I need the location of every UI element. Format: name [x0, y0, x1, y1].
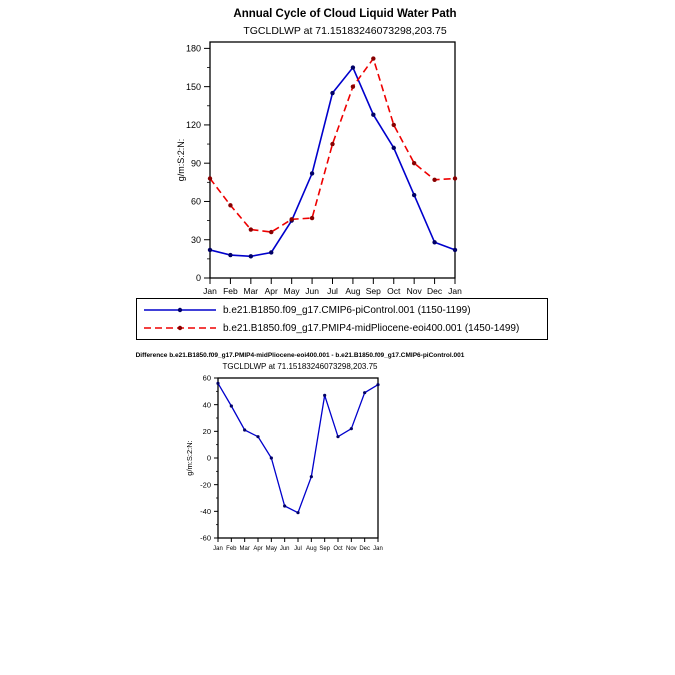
svg-text:May: May — [284, 286, 301, 296]
svg-text:Nov: Nov — [407, 286, 423, 296]
svg-text:Jan: Jan — [373, 546, 383, 552]
svg-text:120: 120 — [186, 120, 201, 130]
midpliocene-line-sample-icon — [144, 325, 216, 331]
svg-text:Jan: Jan — [448, 286, 462, 296]
svg-text:Jun: Jun — [280, 546, 290, 552]
svg-text:150: 150 — [186, 82, 201, 92]
svg-text:g/m:S:2:N:: g/m:S:2:N: — [185, 440, 194, 475]
svg-text:Sep: Sep — [366, 286, 381, 296]
legend-row-picontrol: b.e21.B1850.f09_g17.CMIP6-piControl.001 … — [141, 301, 543, 319]
svg-text:g/m:S:2:N:: g/m:S:2:N: — [176, 139, 186, 182]
svg-text:May: May — [266, 546, 277, 552]
svg-text:Jun: Jun — [305, 286, 319, 296]
svg-text:Apr: Apr — [253, 546, 262, 552]
svg-text:Mar: Mar — [239, 546, 249, 552]
svg-text:0: 0 — [207, 454, 211, 463]
picontrol-line-sample-icon — [144, 307, 216, 313]
svg-text:-20: -20 — [200, 480, 211, 489]
svg-text:20: 20 — [203, 427, 211, 436]
svg-text:Feb: Feb — [223, 286, 238, 296]
svg-text:Oct: Oct — [387, 286, 401, 296]
svg-text:Jan: Jan — [213, 546, 223, 552]
svg-text:180: 180 — [186, 44, 201, 54]
legend-row-midpliocene: b.e21.B1850.f09_g17.PMIP4-midPliocene-eo… — [141, 319, 543, 337]
legend: b.e21.B1850.f09_g17.CMIP6-piControl.001 … — [136, 298, 548, 340]
svg-text:Oct: Oct — [333, 546, 343, 552]
difference-title: Difference b.e21.B1850.f09_g17.PMIP4-mid… — [135, 352, 465, 359]
svg-text:Jul: Jul — [327, 286, 338, 296]
svg-text:90: 90 — [191, 158, 201, 168]
difference-subtitle: TGCLDLWP at 71.15183246073298,203.75 — [222, 362, 378, 371]
svg-text:60: 60 — [191, 197, 201, 207]
legend-label-midpliocene: b.e21.B1850.f09_g17.PMIP4-midPliocene-eo… — [223, 322, 520, 334]
svg-text:0: 0 — [196, 273, 201, 283]
legend-label-picontrol: b.e21.B1850.f09_g17.CMIP6-piControl.001 … — [223, 304, 471, 316]
svg-text:30: 30 — [191, 235, 201, 245]
svg-text:Feb: Feb — [226, 546, 237, 552]
svg-text:Jan: Jan — [203, 286, 217, 296]
svg-text:Aug: Aug — [306, 546, 317, 552]
svg-text:Dec: Dec — [359, 546, 370, 552]
svg-text:Apr: Apr — [265, 286, 278, 296]
svg-text:-60: -60 — [200, 534, 211, 543]
svg-text:Mar: Mar — [244, 286, 259, 296]
svg-text:40: 40 — [203, 400, 211, 409]
svg-text:-40: -40 — [200, 507, 211, 516]
svg-text:60: 60 — [203, 374, 211, 383]
annual-cycle-plot: 0 30 60 90 120 150 180 Jan Feb Mar Apr May Jun Jul Aug… — [176, 41, 462, 296]
svg-text:Dec: Dec — [427, 286, 443, 296]
annual-cycle-subtitle: TGCLDLWP at 71.15183246073298,203.75 — [243, 25, 447, 37]
svg-text:Aug: Aug — [345, 286, 360, 296]
svg-text:Jul: Jul — [294, 546, 302, 552]
annual-cycle-title: Annual Cycle of Cloud Liquid Water Path — [233, 8, 457, 20]
svg-text:Nov: Nov — [346, 546, 357, 552]
svg-text:Sep: Sep — [319, 546, 330, 552]
